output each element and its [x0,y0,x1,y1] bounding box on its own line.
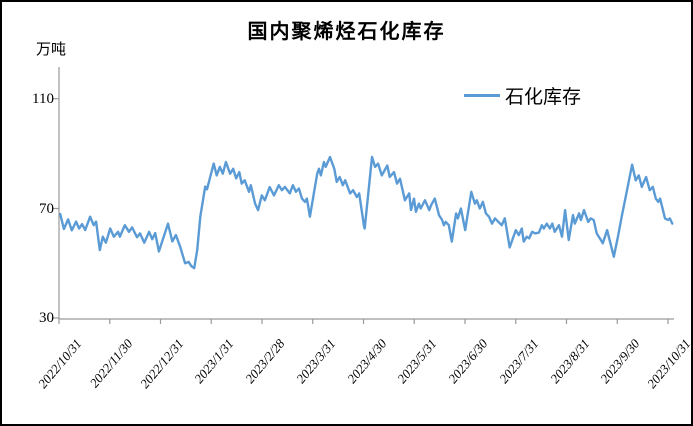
chart-title: 国内聚烯烃石化库存 [247,21,446,43]
legend-line-swatch [464,94,500,97]
y-tick-label-110: 110 [32,91,54,107]
y-axis-unit-label: 万吨 [36,41,67,58]
legend-label: 石化库存 [505,87,582,108]
legend: 石化库存 [464,82,581,109]
y-tick-label-70: 70 [39,201,54,217]
x-tick-marks [58,319,669,324]
y-tick-label-30: 30 [39,310,54,326]
inventory-series-line [59,155,674,270]
